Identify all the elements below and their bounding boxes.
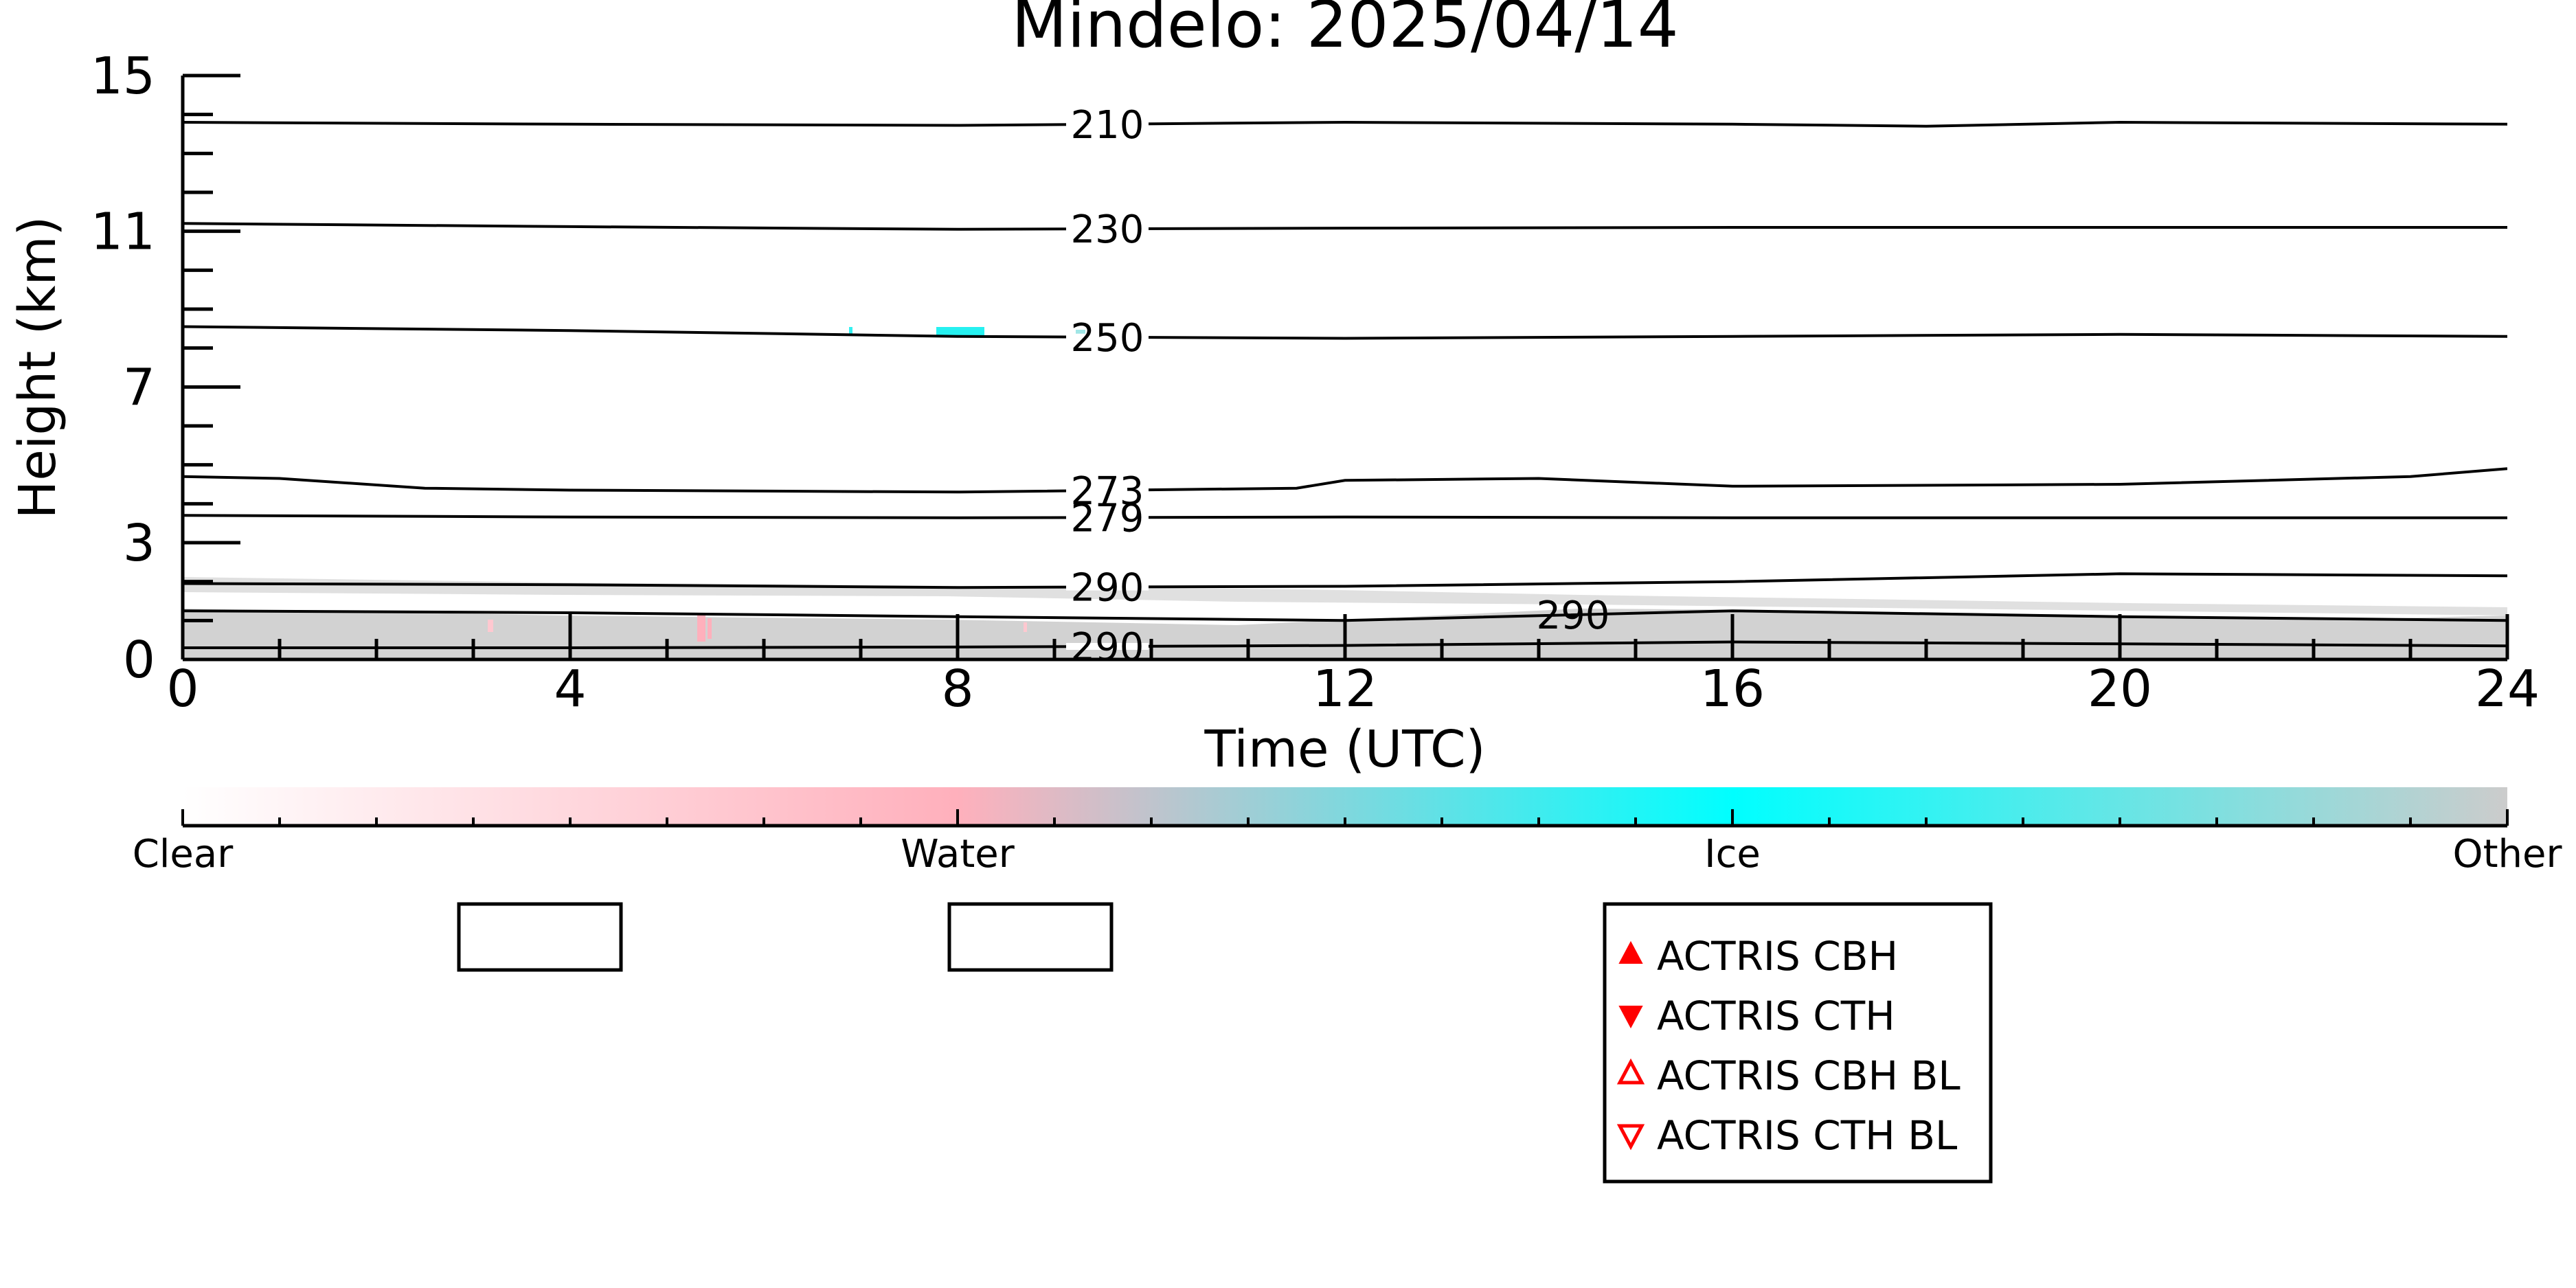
legend-label: ACTRIS CBH [1657,933,1898,980]
x-tick-label: 16 [1700,659,1765,719]
water-patch [1024,622,1027,632]
y-tick-label: 7 [123,358,155,417]
contour-line [183,514,2507,519]
contour-label: 230 [1071,207,1144,252]
contour-line [183,222,2507,231]
legend-marker [1616,1058,1645,1085]
water-patch [708,618,712,639]
ice-patch [849,327,852,335]
contour-label: 279 [1071,496,1144,541]
x-axis-label: Time (UTC) [1204,720,1485,779]
contour-line [183,572,2507,589]
y-axis-label: Height (km) [8,216,67,519]
x-tick-label: 24 [2475,659,2540,719]
y-tick-label: 11 [91,203,155,262]
contour-label: 250 [1071,316,1144,361]
legend-box [1603,902,1993,1184]
legend-marker [1616,1124,1645,1151]
colorbar-label: Other [2452,832,2562,877]
colorbar-label: Ice [1704,832,1761,877]
x-tick-label: 20 [2088,659,2152,719]
y-tick-label: 0 [123,631,155,690]
contour-line [183,120,2507,128]
legend-empty-box [457,902,623,972]
contour-label: 290 [1071,566,1144,611]
x-tick-label: 0 [166,659,199,719]
ice-patch [1076,330,1085,337]
legend: ACTRIS CBH ACTRIS CTH ACTRIS CBH BL ACTRIS … [457,902,1993,1184]
water-patch [697,613,705,642]
contour-label: 273 [1071,469,1144,514]
legend-marker [1618,1006,1643,1029]
chart-title: Mindelo: 2025/04/14 [1011,0,1678,63]
legend-label: ACTRIS CTH BL [1657,1112,1957,1159]
contour-label: 290 [1071,625,1144,670]
colorbar-label: Clear [133,832,234,877]
contour-line [183,467,2507,494]
y-tick-label: 3 [123,514,155,573]
legend-label: ACTRIS CTH [1657,993,1895,1039]
axes: 0 4 8 12 16 20 24 0 3 7 11 15 [91,47,2540,719]
other-class-band-upper [183,577,2507,615]
legend-marker [1618,940,1643,964]
contour-line [183,325,2507,340]
legend-empty-box [947,902,1114,972]
water-patch [488,620,493,632]
x-tick-label: 8 [941,659,973,719]
classification-field [183,120,2507,659]
x-tick-label: 4 [554,659,586,719]
colorbar: Clear Water Ice Other [133,787,2562,877]
x-tick-label: 12 [1313,659,1377,719]
temperature-contours [183,120,2507,649]
contour-label: 210 [1071,103,1144,148]
ice-patch [936,327,984,335]
y-tick-label: 15 [91,47,155,106]
colorbar-label: Water [901,832,1015,877]
contour-label: 290 [1537,594,1610,638]
legend-label: ACTRIS CBH BL [1657,1052,1961,1099]
